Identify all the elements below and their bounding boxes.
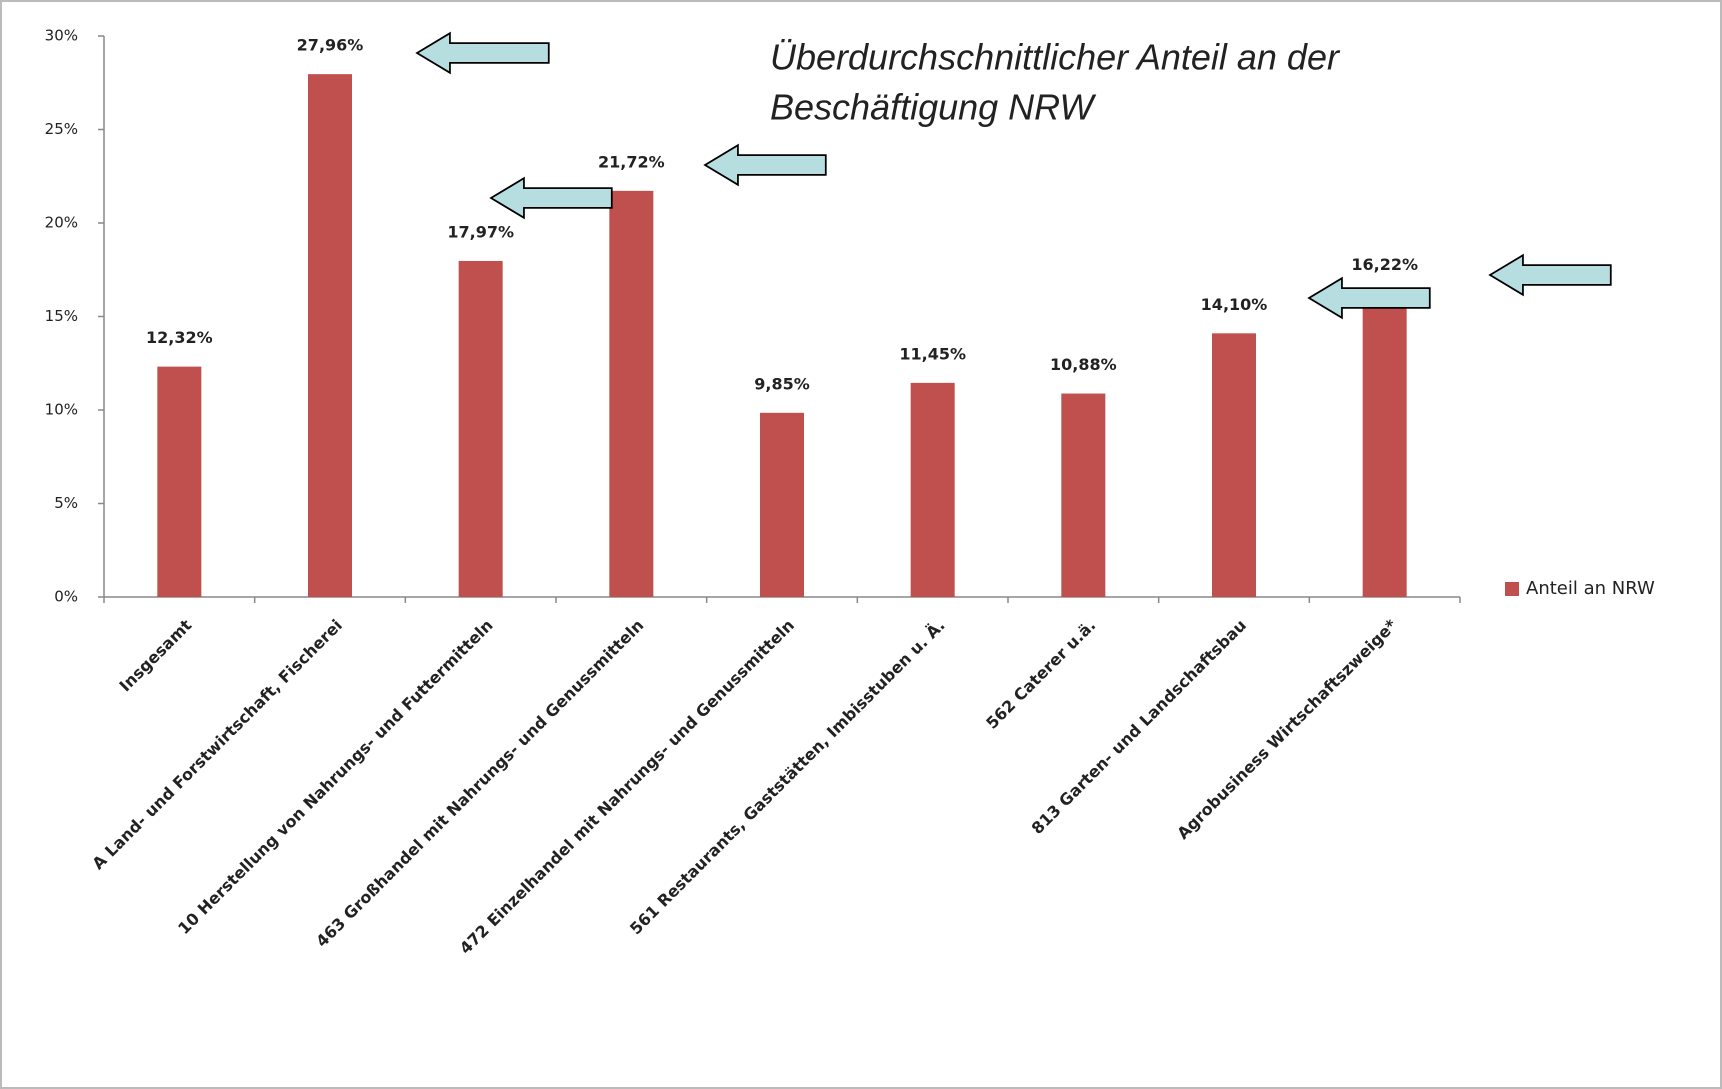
bar <box>609 190 654 597</box>
x-tick-label: 561 Restaurants, Gaststätten, Imbisstube… <box>626 616 949 939</box>
y-tick-label: 20% <box>45 214 78 232</box>
y-tick-label: 25% <box>45 120 78 138</box>
legend-label: Anteil an NRW <box>1526 578 1655 599</box>
y-tick-label: 5% <box>54 494 78 512</box>
value-label: 12,32% <box>146 328 213 347</box>
value-label: 21,72% <box>598 152 665 171</box>
x-tick-label: 472 Einzelhandel mit Nahrungs- und Genus… <box>456 616 798 958</box>
annotation: Überdurchschnittlicher Anteil an der <box>770 37 1341 78</box>
bar <box>308 74 352 597</box>
value-label: 14,10% <box>1201 295 1268 314</box>
bar <box>458 260 503 597</box>
arrows <box>415 31 1612 320</box>
arrow <box>1307 276 1431 320</box>
bar <box>910 382 955 597</box>
y-tick-label: 15% <box>45 307 78 325</box>
value-label: 17,97% <box>447 222 514 241</box>
legend-swatch <box>1505 582 1519 596</box>
arrow <box>1488 253 1612 297</box>
x-tick-label: 562 Caterer u.ä. <box>982 616 1099 733</box>
annotation: Beschäftigung NRW <box>770 87 1097 128</box>
x-tick-label: 463 Großhandel mit Nahrungs- und Genussm… <box>312 616 647 951</box>
x-tick-label: A Land- und Forstwirtschaft, Fischerei <box>88 616 346 874</box>
x-tick-label: Insgesamt <box>116 615 196 695</box>
bar <box>1212 333 1256 597</box>
value-label: 16,22% <box>1351 255 1418 274</box>
y-tick-label: 30% <box>45 27 78 45</box>
arrow <box>703 143 827 187</box>
value-label: 9,85% <box>754 374 810 393</box>
value-label: 10,88% <box>1050 355 1117 374</box>
x-tick-label: 10 Herstellung von Nahrungs- und Futterm… <box>174 616 497 939</box>
bar <box>1061 393 1106 597</box>
value-label: 27,96% <box>297 36 364 55</box>
arrow <box>415 31 550 75</box>
bar <box>1362 293 1407 597</box>
y-tick-label: 10% <box>45 401 78 419</box>
bar <box>157 366 202 597</box>
y-tick-label: 0% <box>54 588 78 606</box>
bar <box>760 412 804 597</box>
arrow <box>489 176 613 220</box>
value-label: 11,45% <box>899 344 966 363</box>
